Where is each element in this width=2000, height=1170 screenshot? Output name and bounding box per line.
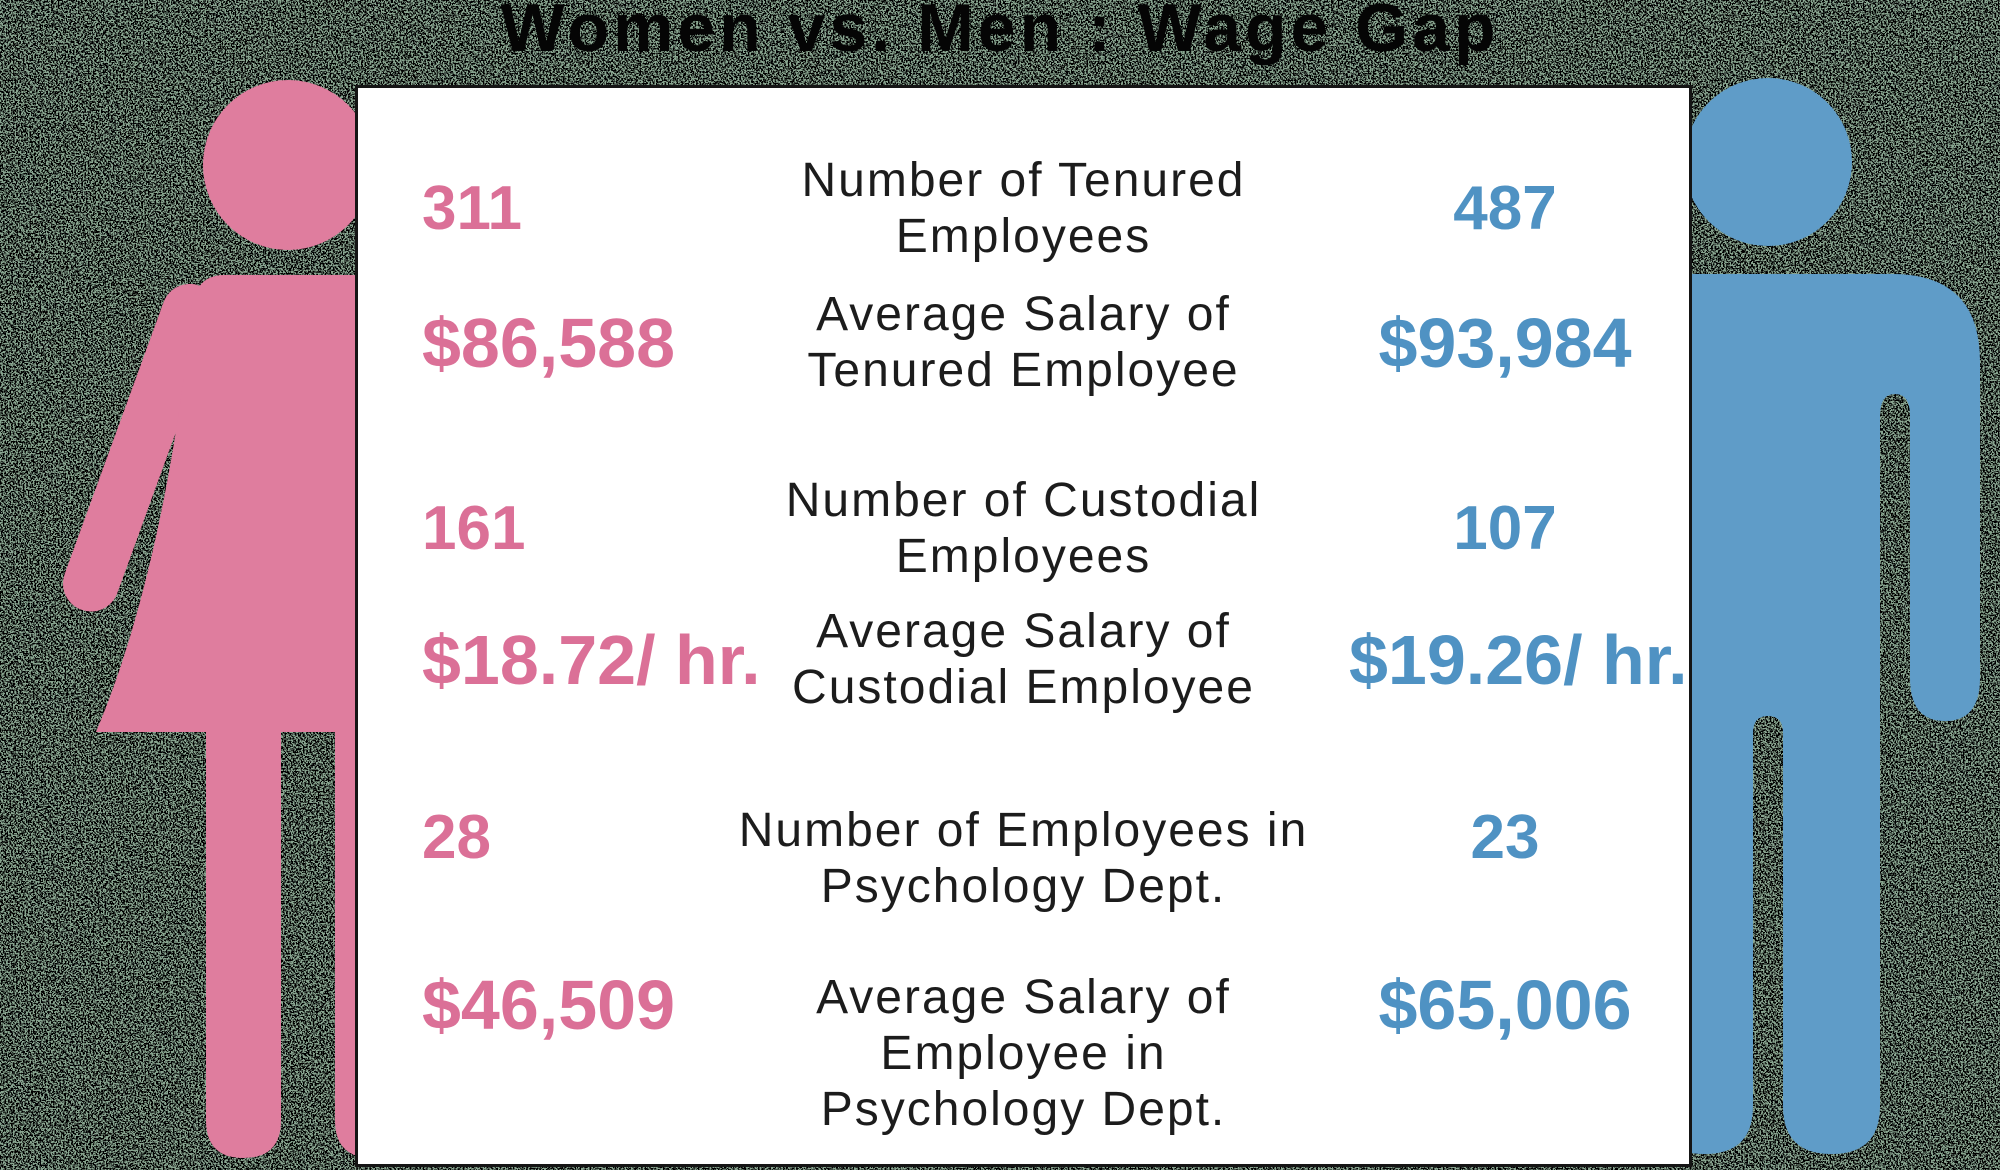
men-value: 107 (1453, 494, 1557, 563)
women-value: $46,509 (422, 966, 676, 1044)
men-value: 23 (1470, 803, 1540, 872)
stat-row-custodial-salary: $18.72/ hr. Average Salary of Custodial … (358, 604, 1689, 716)
woman-left-leg (206, 732, 281, 1158)
woman-head (203, 80, 373, 250)
women-value: 28 (422, 803, 491, 872)
stat-row-psychology-count: 28 Number of Employees in Psychology Dep… (358, 803, 1689, 915)
men-value: 487 (1453, 174, 1557, 243)
women-value: 311 (422, 174, 523, 243)
stat-label: Average Salary of Tenured Employee (807, 288, 1240, 397)
page-title: Women vs. Men : Wage Gap (500, 0, 1500, 66)
stat-row-tenured-salary: $86,588 Average Salary of Tenured Employ… (358, 287, 1689, 399)
stat-label: Number of Employees in Psychology Dept. (738, 804, 1309, 913)
men-value: $19.26/ hr. (1349, 621, 1688, 699)
women-value: $86,588 (422, 304, 676, 382)
stat-row-custodial-count: 161 Number of Custodial Employees 107 (358, 473, 1689, 585)
stat-row-psychology-salary: $46,509 Average Salary of Employee in Ps… (358, 970, 1689, 1138)
stat-row-tenured-count: 311 Number of Tenured Employees 487 (358, 153, 1689, 265)
women-value: $18.72/ hr. (422, 621, 761, 699)
stat-label: Average Salary of Employee in Psychology… (816, 971, 1231, 1136)
women-value: 161 (422, 494, 526, 563)
man-head (1684, 78, 1852, 246)
stats-panel: 311 Number of Tenured Employees 487 $86,… (355, 85, 1692, 1167)
woman-left-arm (62, 283, 218, 612)
men-value: $65,006 (1378, 966, 1632, 1044)
stat-label: Number of Custodial Employees (785, 474, 1262, 583)
men-value: $93,984 (1378, 304, 1632, 382)
stat-label: Number of Tenured Employees (801, 154, 1246, 263)
stat-label: Average Salary of Custodial Employee (792, 605, 1255, 714)
